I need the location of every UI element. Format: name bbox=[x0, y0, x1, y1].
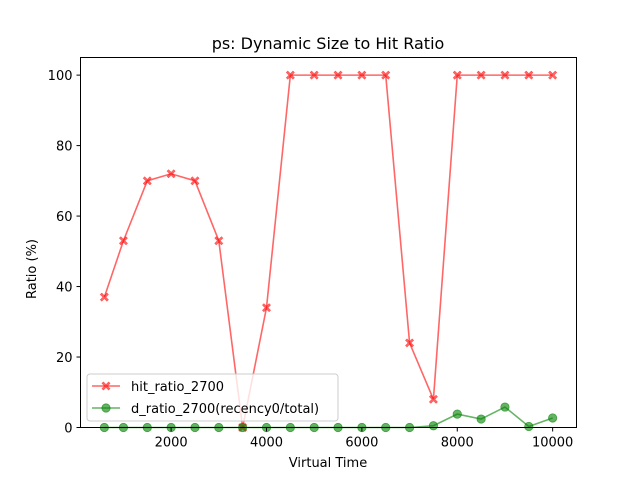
data-point bbox=[357, 70, 367, 80]
data-point bbox=[524, 70, 534, 80]
data-point bbox=[333, 70, 343, 80]
data-point bbox=[548, 413, 558, 423]
legend-entry: hit_ratio_2700 bbox=[92, 380, 224, 395]
data-point bbox=[428, 421, 439, 431]
x-tick-label: 6000 bbox=[345, 436, 378, 451]
data-point bbox=[99, 292, 109, 302]
data-point bbox=[524, 421, 534, 432]
x-axis: 2000 4000 6000 8000 10000 bbox=[155, 427, 573, 451]
data-point bbox=[190, 176, 200, 186]
y-tick-label: 100 bbox=[48, 69, 73, 84]
y-tick-label: 60 bbox=[56, 210, 73, 225]
series-line bbox=[103, 74, 553, 428]
data-point bbox=[476, 70, 486, 80]
legend-marker bbox=[101, 403, 111, 413]
series-hit_ratio_2700 bbox=[99, 70, 558, 433]
data-point bbox=[452, 409, 462, 419]
data-point bbox=[428, 394, 438, 404]
data-point bbox=[166, 169, 176, 179]
x-tick-label: 8000 bbox=[441, 436, 474, 451]
data-point bbox=[285, 70, 295, 80]
legend: hit_ratio_2700 d_ratio_2700(recency0/tota… bbox=[86, 373, 339, 422]
x-tick-label: 4000 bbox=[250, 436, 283, 451]
data-point bbox=[261, 303, 272, 313]
data-point bbox=[476, 414, 486, 424]
legend-label: hit_ratio_2700 bbox=[131, 380, 224, 395]
plot-frame bbox=[80, 57, 577, 428]
x-axis-label: Virtual Time bbox=[289, 456, 367, 471]
data-point bbox=[405, 338, 415, 348]
y-axis: 0 20 40 60 80 100 bbox=[48, 69, 81, 437]
legend-marker bbox=[101, 381, 111, 391]
y-tick-label: 40 bbox=[56, 281, 73, 296]
x-tick-label: 10000 bbox=[532, 436, 573, 451]
data-point bbox=[381, 70, 391, 80]
data-point bbox=[214, 236, 224, 246]
legend-entry: d_ratio_2700(recency0/total) bbox=[92, 402, 319, 417]
legend-label: d_ratio_2700(recency0/total) bbox=[131, 402, 319, 417]
chart-title: ps: Dynamic Size to Hit Ratio bbox=[212, 34, 445, 53]
data-point bbox=[118, 236, 128, 246]
data-point bbox=[309, 70, 319, 80]
data-point bbox=[142, 176, 152, 186]
y-tick-label: 0 bbox=[64, 422, 72, 437]
data-point bbox=[500, 402, 510, 412]
data-point bbox=[500, 70, 510, 80]
x-tick-label: 2000 bbox=[155, 436, 188, 451]
y-axis-label: Ratio (%) bbox=[25, 239, 40, 299]
legend-box bbox=[86, 373, 339, 422]
y-tick-label: 80 bbox=[56, 140, 73, 155]
data-point bbox=[452, 70, 462, 80]
data-point bbox=[548, 70, 558, 80]
y-tick-label: 20 bbox=[56, 351, 73, 366]
